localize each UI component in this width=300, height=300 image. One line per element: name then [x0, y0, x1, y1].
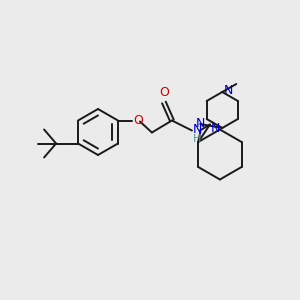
Text: O: O — [133, 114, 143, 127]
Text: N: N — [223, 85, 232, 98]
Text: N: N — [211, 122, 220, 136]
Text: N: N — [196, 117, 205, 130]
Text: N: N — [193, 123, 202, 136]
Text: H: H — [193, 134, 201, 143]
Text: O: O — [159, 86, 169, 100]
